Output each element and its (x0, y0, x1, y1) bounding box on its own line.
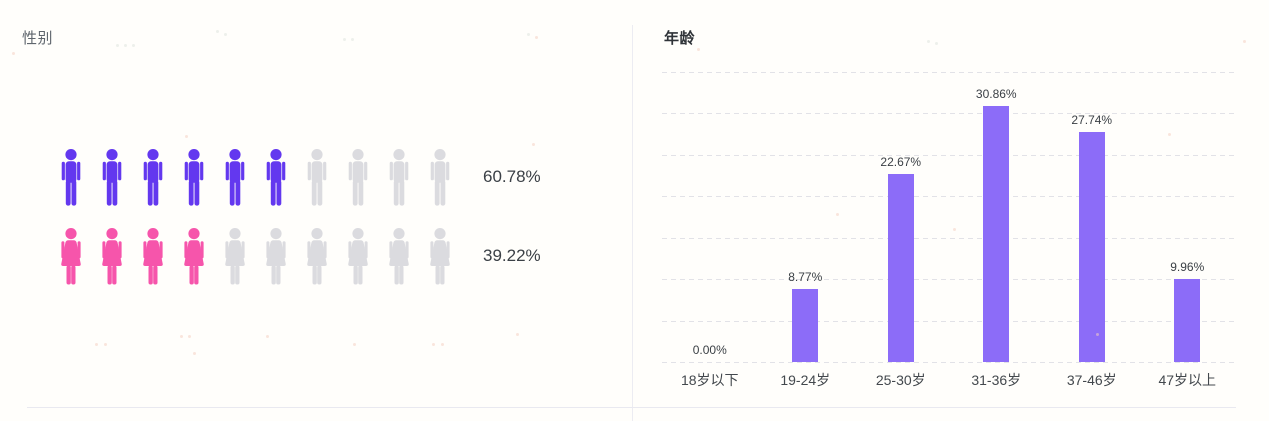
female-icon (426, 227, 454, 285)
bar-31-36岁[interactable] (983, 106, 1010, 362)
bar-column: 8.77% 19-24岁 (758, 72, 854, 388)
male-icon (262, 148, 290, 206)
gridline (662, 279, 1235, 281)
male-icon (385, 148, 413, 206)
bar-25-30岁[interactable] (887, 174, 914, 362)
male-icon (303, 148, 331, 206)
male-row: 60.78% (57, 148, 541, 206)
bar-value-label: 30.86% (975, 87, 1017, 102)
gridline (662, 237, 1235, 239)
bar-column: 30.86% 31-36岁 (949, 72, 1045, 388)
female-icon (221, 227, 249, 285)
male-percent-label: 60.78% (483, 167, 541, 186)
gender-pictogram-chart: 60.78% 39.22% (57, 148, 541, 306)
female-icon (180, 227, 208, 285)
male-icon (426, 148, 454, 206)
bar-19-24岁[interactable] (792, 289, 819, 362)
bar-value-label: 0.00% (692, 343, 727, 357)
bottom-border (27, 407, 1236, 408)
gridline (662, 196, 1235, 198)
age-bar-chart: 0.00% 18岁以下 8.77% 19-24岁 22.67% 25-30岁 30.86% 3… (662, 72, 1236, 388)
category-label: 18岁以下 (680, 372, 739, 388)
bar-47岁以上[interactable] (1174, 279, 1201, 362)
female-icon (98, 227, 126, 285)
category-label: 31-36岁 (971, 372, 1022, 388)
bar-value-label: 8.77% (788, 270, 823, 285)
female-icon (262, 227, 290, 285)
bar-column: 0.00% 18岁以下 (662, 72, 758, 388)
gridline (662, 113, 1235, 115)
male-icon (98, 148, 126, 206)
category-label: 19-24岁 (780, 372, 831, 388)
male-icon (221, 148, 249, 206)
age-panel-title: 年龄 (664, 30, 696, 47)
bar-value-label: 27.74% (1071, 113, 1113, 128)
male-icon (180, 148, 208, 206)
female-icon (344, 227, 372, 285)
category-label: 47岁以上 (1158, 372, 1217, 388)
gridline (662, 72, 1235, 73)
gridline (662, 320, 1235, 322)
gridline (662, 154, 1235, 156)
bar-column: 9.96% 47岁以上 (1140, 72, 1236, 388)
female-icon (139, 227, 167, 285)
male-icon (57, 148, 85, 206)
gridline (662, 362, 1235, 363)
male-icon (344, 148, 372, 206)
bar-column: 22.67% 25-30岁 (853, 72, 949, 388)
female-icon (57, 227, 85, 285)
female-row: 39.22% (57, 227, 541, 285)
bar-value-label: 9.96% (1170, 260, 1205, 275)
bar-column: 27.74% 37-46岁 (1044, 72, 1140, 388)
category-label: 37-46岁 (1066, 372, 1117, 388)
category-label: 25-30岁 (875, 372, 926, 388)
bar-value-label: 22.67% (880, 155, 922, 170)
bar-37-46岁[interactable] (1078, 132, 1105, 362)
panel-divider (632, 25, 633, 421)
gender-panel-title: 性别 (22, 30, 54, 47)
female-percent-label: 39.22% (483, 246, 541, 265)
male-icon (139, 148, 167, 206)
female-icon (303, 227, 331, 285)
female-icon (385, 227, 413, 285)
